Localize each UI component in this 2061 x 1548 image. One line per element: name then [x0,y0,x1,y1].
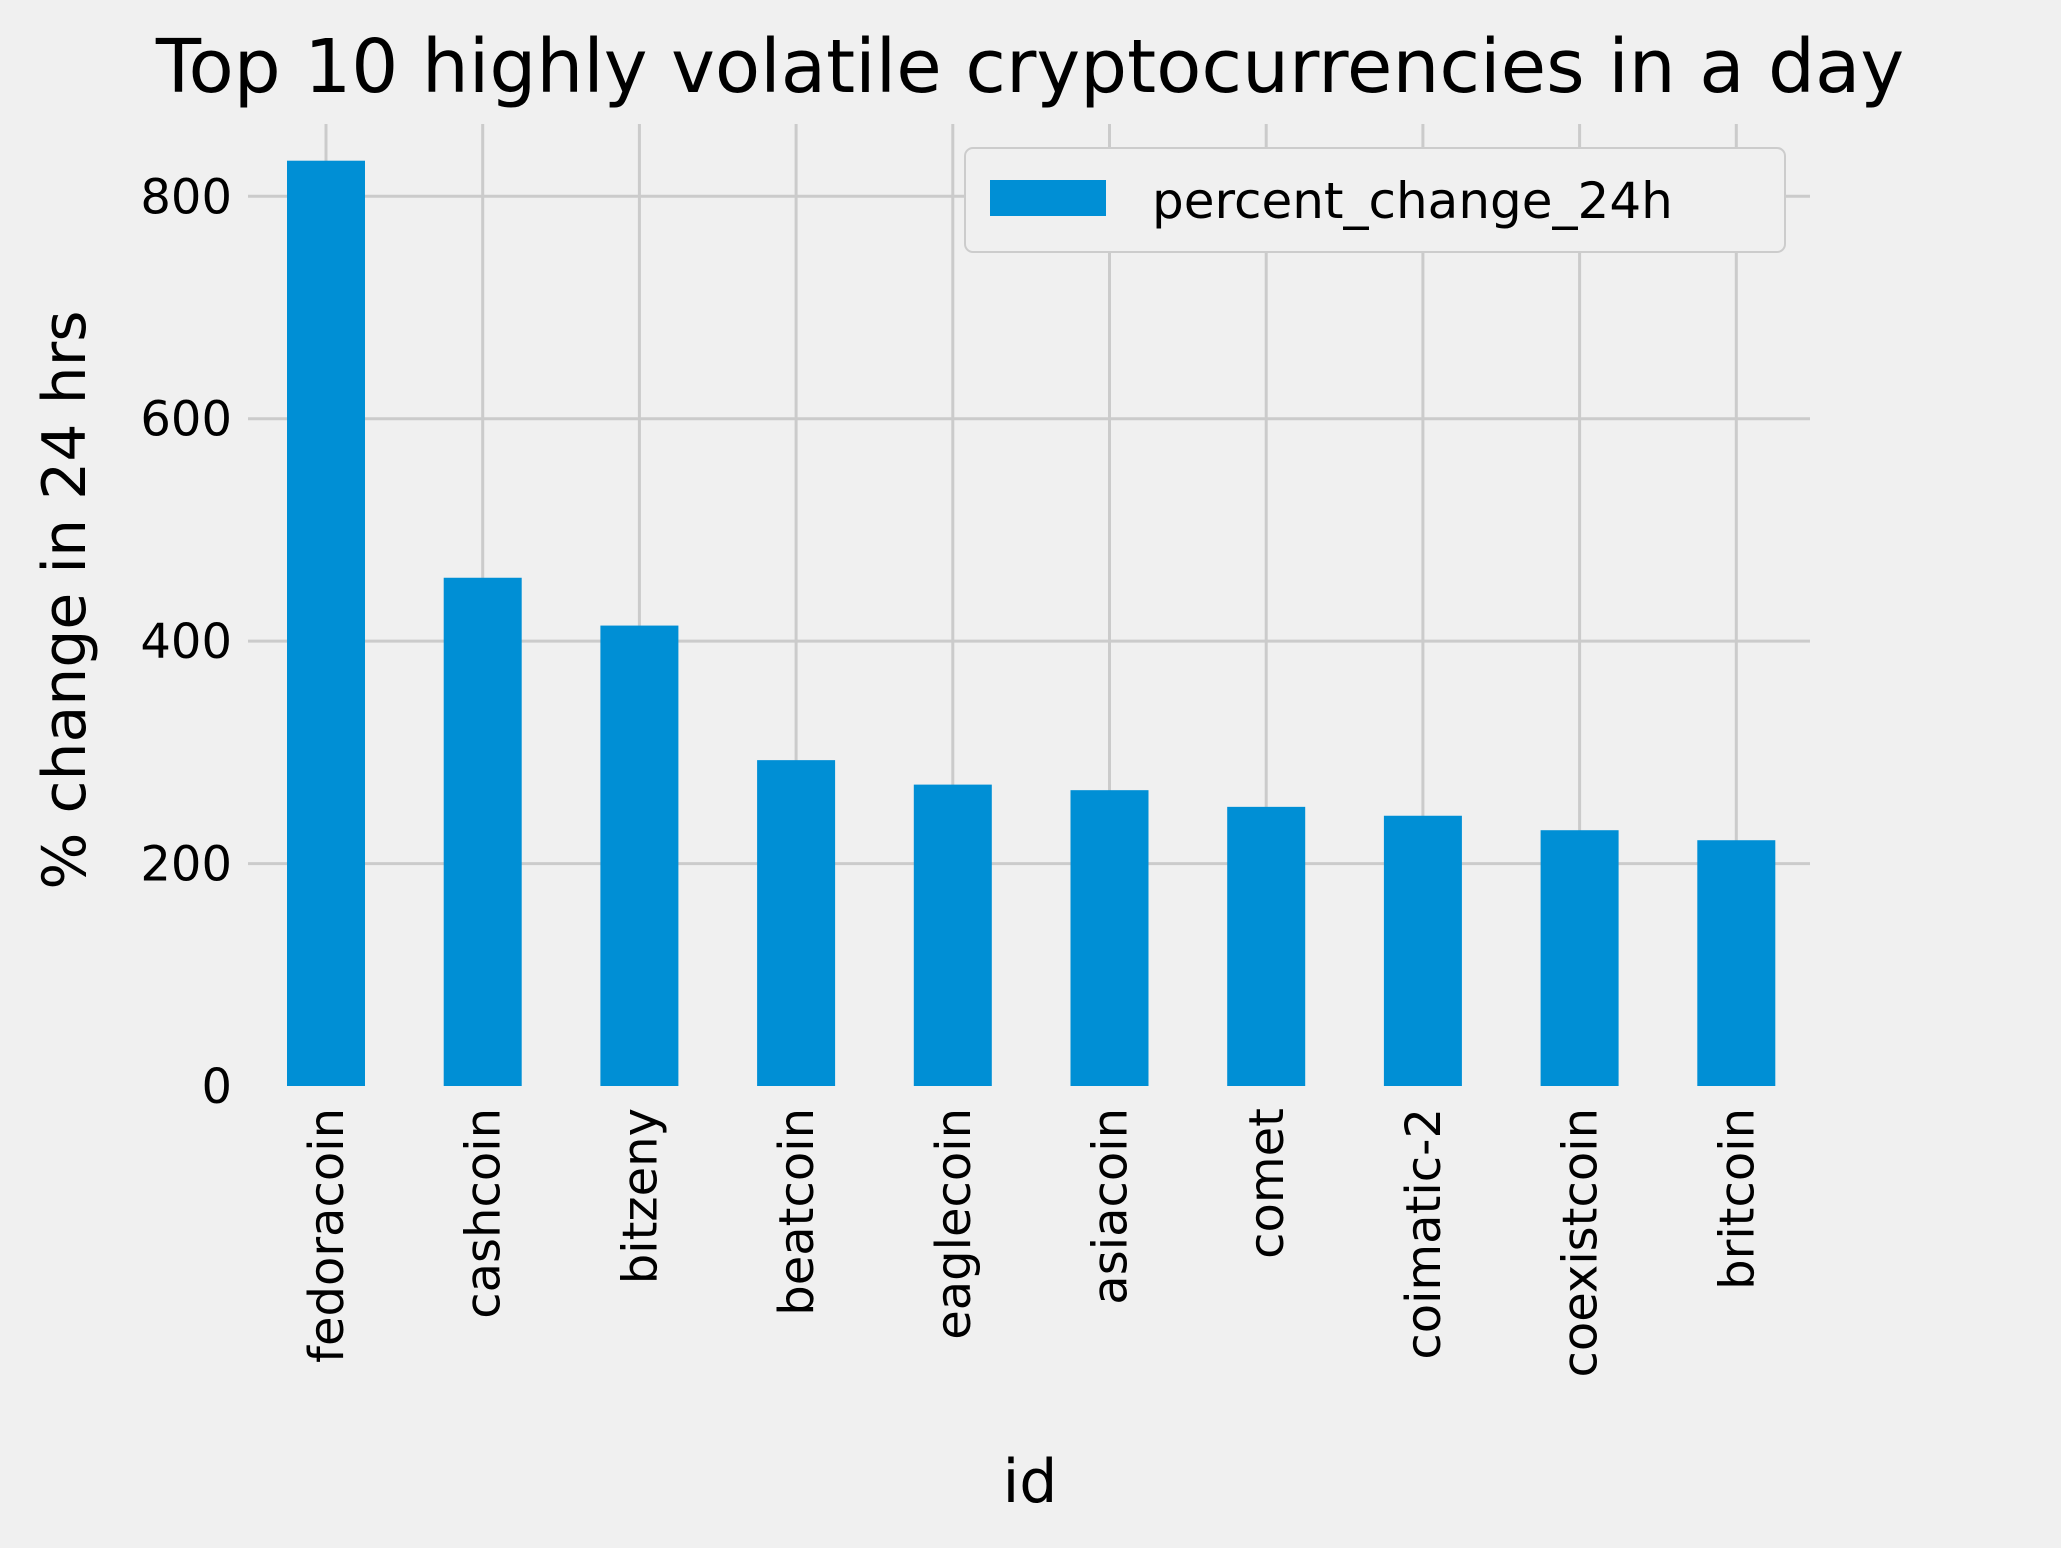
x-tick-label: coimatic-2 [1396,1108,1452,1360]
bar-coexistcoin [1540,830,1619,1086]
legend-box [964,147,1786,253]
bar-asiacoin [1070,790,1149,1086]
x-tick-label: beatcoin [769,1108,825,1316]
bar-eaglecoin [913,784,992,1086]
x-axis-label: id [1003,1447,1058,1517]
legend-label: percent_change_24h [1152,172,1673,230]
x-tick-label: bitzeny [612,1108,668,1284]
chart-title: Top 10 highly volatile cryptocurrencies … [155,24,1904,110]
bar-comet [1227,806,1306,1086]
y-axis-ticks: 0 200 400 600 800 [140,169,232,1115]
y-tick-label: 200 [140,837,232,893]
bar-britcoin [1697,840,1776,1086]
x-tick-label: eaglecoin [926,1108,982,1340]
x-axis-ticks: fedoracoin cashcoin bitzeny beatcoin eagleco… [299,1108,1765,1378]
bar-beatcoin [757,760,836,1086]
x-tick-label: cashcoin [456,1108,512,1319]
bar-bitzeny [600,625,679,1086]
x-tick-label: fedoracoin [299,1108,355,1363]
legend: percent_change_24h [964,147,1786,253]
bars [287,160,1776,1087]
bar-cashcoin [443,577,522,1086]
x-tick-label: asiacoin [1083,1108,1139,1305]
x-tick-label: comet [1239,1108,1295,1259]
y-tick-label: 0 [201,1059,232,1115]
bar-coimatic-2 [1383,815,1462,1086]
x-tick-label: coexistcoin [1553,1108,1609,1378]
y-tick-label: 800 [140,169,232,225]
y-tick-label: 600 [140,392,232,448]
x-tick-label: britcoin [1709,1108,1765,1290]
y-axis-label: % change in 24 hrs [30,310,100,889]
bar-fedoracoin [287,160,365,1087]
y-tick-label: 400 [140,614,232,670]
legend-swatch [990,180,1106,216]
